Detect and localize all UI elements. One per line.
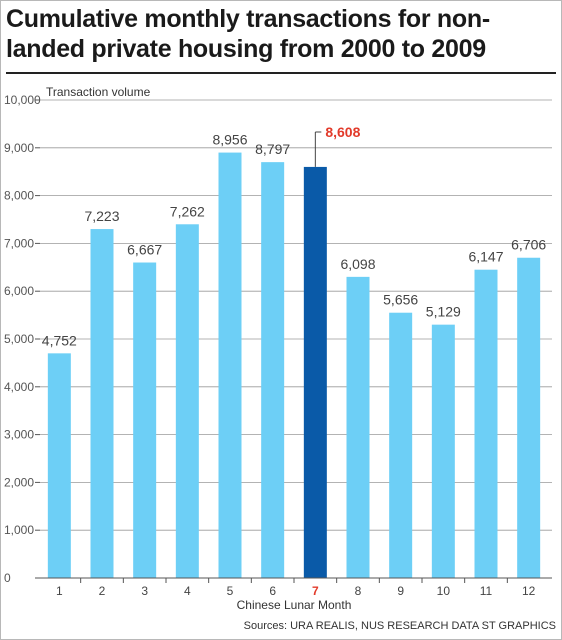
x-tick-label: 11 <box>480 584 493 598</box>
y-tick-label: 10,000 <box>4 93 41 107</box>
bar <box>90 229 114 578</box>
data-label: 6,706 <box>511 237 546 253</box>
bar <box>474 269 498 578</box>
data-label: 6,667 <box>127 242 162 258</box>
bar <box>346 276 370 578</box>
data-label: 8,956 <box>212 132 247 148</box>
y-tick-label: 3,000 <box>4 428 34 442</box>
y-tick-label: 6,000 <box>4 284 34 298</box>
data-label: 7,262 <box>170 203 205 219</box>
y-tick-label: 5,000 <box>4 332 34 346</box>
data-label: 7,223 <box>84 208 119 224</box>
x-tick-label: 10 <box>437 584 451 598</box>
y-tick-label: 4,000 <box>4 380 34 394</box>
data-label-highlight: 8,608 <box>325 124 360 140</box>
bar <box>218 152 242 578</box>
bar <box>431 324 455 578</box>
y-tick-label: 1,000 <box>4 523 34 537</box>
x-tick-label: 2 <box>99 584 106 598</box>
bar <box>389 312 413 578</box>
data-label: 5,656 <box>383 292 418 308</box>
data-label: 8,797 <box>255 141 290 157</box>
data-label: 6,098 <box>340 256 375 272</box>
y-tick-label: 0 <box>4 571 11 585</box>
data-label: 6,147 <box>468 249 503 265</box>
data-labels: 4,752 7,223 6,667 7,262 8,956 8,797 8,608 6,098… <box>42 124 547 348</box>
bar-highlight <box>303 166 327 579</box>
x-tick-label: 5 <box>227 584 234 598</box>
x-axis-title: Chinese Lunar Month <box>237 598 352 612</box>
bar <box>133 262 157 578</box>
x-tick-label: 6 <box>269 584 276 598</box>
y-tick-label: 7,000 <box>4 236 34 250</box>
x-axis-ticks: 1 2 3 4 5 6 7 8 9 10 11 12 <box>56 578 536 598</box>
bar <box>261 162 285 578</box>
x-tick-label: 1 <box>56 584 63 598</box>
y-axis-title: Transaction volume <box>46 85 151 99</box>
source-note: Sources: URA REALIS, NUS RESEARCH DATA S… <box>243 620 556 632</box>
y-tick-label: 8,000 <box>4 189 34 203</box>
x-tick-label: 9 <box>397 584 404 598</box>
data-label: 4,752 <box>42 332 77 348</box>
x-tick-label: 12 <box>522 584 536 598</box>
x-tick-label: 3 <box>141 584 148 598</box>
bars <box>47 152 541 579</box>
title-divider <box>6 72 556 74</box>
y-tick-label: 9,000 <box>4 141 34 155</box>
chart-title: Cumulative monthly transactions for non-… <box>6 5 490 63</box>
x-tick-label: 4 <box>184 584 191 598</box>
data-label: 5,129 <box>426 304 461 320</box>
bar <box>175 224 199 578</box>
y-tick-label: 2,000 <box>4 475 34 489</box>
x-tick-label: 8 <box>355 584 362 598</box>
gridlines <box>40 99 552 531</box>
x-tick-label: 7 <box>312 584 319 598</box>
y-axis-ticks: 0 1,000 2,000 3,000 4,000 5,000 6,000 7,000 8,00… <box>4 93 41 585</box>
bar <box>47 353 71 578</box>
bar <box>517 257 541 578</box>
